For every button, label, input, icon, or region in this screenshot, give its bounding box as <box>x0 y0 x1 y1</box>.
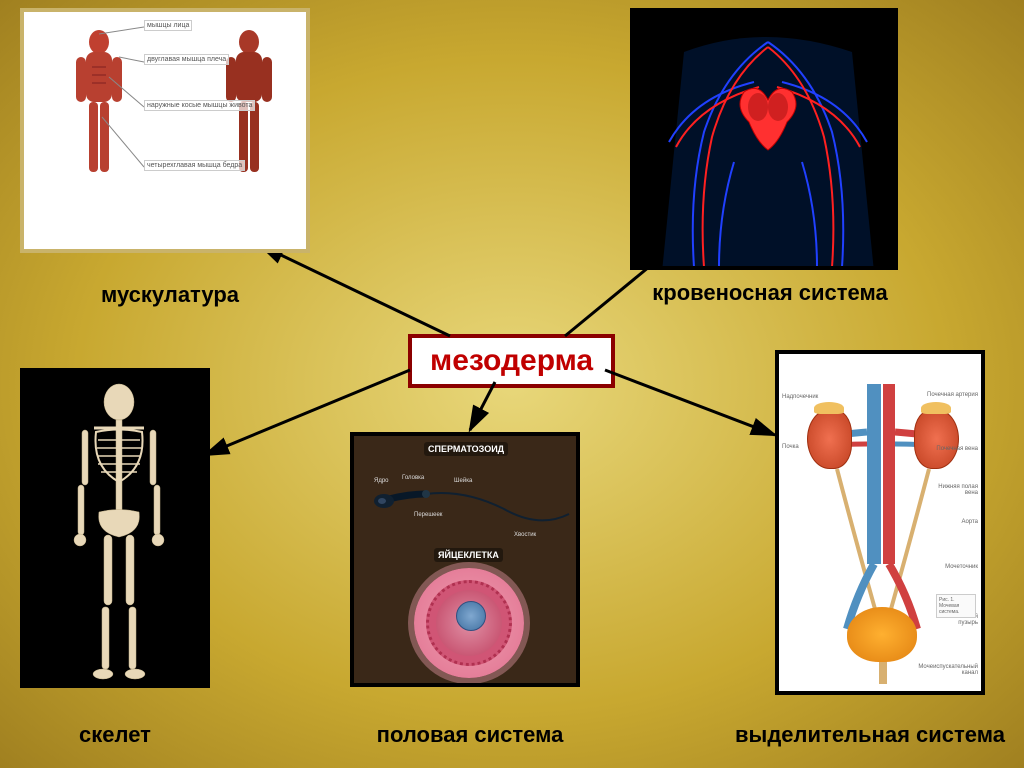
right-kidney <box>914 409 959 469</box>
panel-skeleton <box>20 368 210 688</box>
excr-caption: Рис. 1. Мочевая система. <box>936 594 976 618</box>
label-excretory: выделительная система <box>720 722 1020 748</box>
egg-title: ЯЙЦЕКЛЕТКА <box>434 548 503 562</box>
muscle-annot-0: мышцы лица <box>144 20 192 31</box>
svg-text:Шейка: Шейка <box>454 477 473 484</box>
label-circulatory: кровеносная система <box>625 280 915 306</box>
svg-text:Перешеек: Перешеек <box>414 512 443 518</box>
left-kidney <box>807 409 852 469</box>
label-musculature: мускулатура <box>80 282 260 308</box>
muscle-annot-2: наружные косые мышцы живота <box>144 100 255 111</box>
excr-annot-2: Почечная артерия <box>927 392 978 398</box>
excr-annot-4: Нижняя полая вена <box>928 484 978 496</box>
panel-circulatory <box>630 8 898 270</box>
egg-nucleus <box>456 601 486 631</box>
bladder <box>847 607 917 662</box>
svg-text:Ядро: Ядро <box>374 478 389 484</box>
circulatory-figure <box>634 12 898 270</box>
svg-text:Хвостик: Хвостик <box>514 532 537 538</box>
musculature-figure <box>24 12 310 253</box>
excr-annot-1: Почка <box>782 444 799 450</box>
excr-annot-8: Мочеиспускательный канал <box>908 664 978 676</box>
center-title: мезодерма <box>430 344 593 377</box>
excr-annot-0: Надпочечник <box>782 394 818 400</box>
svg-text:Головка: Головка <box>402 475 425 481</box>
adrenal-right <box>921 402 951 414</box>
label-reproductive: половая система <box>355 722 585 748</box>
panel-musculature: мышцы лица двуглавая мышца плеча наружны… <box>20 8 310 253</box>
muscle-annot-1: двуглавая мышца плеча <box>144 54 229 65</box>
panel-excretory: Надпочечник Почка Почечная артерия Почеч… <box>775 350 985 695</box>
adrenal-left <box>814 402 844 414</box>
skeleton-figure <box>24 372 210 688</box>
panel-reproductive: СПЕРМАТОЗОИД Ядро Головка Перешеек Шейка… <box>350 432 580 687</box>
excr-annot-6: Мочеточник <box>945 564 978 570</box>
excr-annot-3: Почечная вена <box>936 446 978 452</box>
excr-annot-5: Аорта <box>961 519 978 525</box>
label-skeleton: скелет <box>65 722 165 748</box>
muscle-annot-3: четырехглавая мышца бедра <box>144 160 245 171</box>
center-concept: мезодерма <box>408 334 615 388</box>
